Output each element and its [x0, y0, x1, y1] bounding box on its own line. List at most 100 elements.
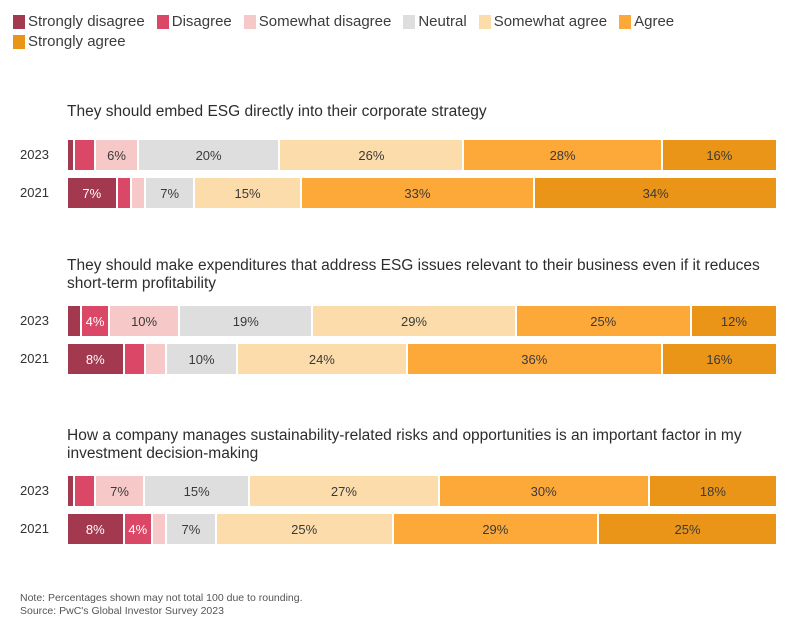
- data-label: 4%: [85, 313, 105, 329]
- data-label: 6%: [107, 147, 126, 163]
- legend-swatch: [478, 15, 491, 29]
- data-label: 7%: [82, 185, 102, 201]
- legend-label: Disagree: [171, 13, 232, 30]
- legend: Strongly disagree Disagree Somewhat disagr…: [13, 13, 793, 51]
- data-label: 33%: [404, 185, 431, 201]
- bar-segment-neutral: 7%: [145, 178, 196, 208]
- bar-segment-disagree: 4%: [124, 514, 153, 544]
- legend-label: Neutral: [418, 13, 467, 30]
- source-note: Source: PwC's Global Investor Survey 202…: [20, 605, 224, 617]
- data-label: 19%: [232, 313, 259, 329]
- data-label: 20%: [195, 147, 222, 163]
- stacked-bar-2023: 4% 10% 19% 29% 25% 12%: [68, 306, 776, 336]
- data-label: 29%: [400, 313, 427, 329]
- data-label: 26%: [358, 147, 385, 163]
- legend-swatch: [619, 15, 632, 29]
- legend-label: Somewhat agree: [493, 13, 608, 30]
- stacked-bar-2021: 7% 7% 15% 33% 34%: [68, 178, 776, 208]
- footnote: Note: Percentages shown may not total 10…: [20, 592, 303, 604]
- data-label: 16%: [706, 351, 733, 367]
- data-label: 16%: [706, 147, 733, 163]
- legend-swatch: [13, 35, 25, 49]
- legend-item-disagree: Disagree: [156, 13, 232, 31]
- bar-segment-strongly-agree: 18%: [649, 476, 776, 506]
- bar-segment-somewhat-disagree: [152, 514, 168, 544]
- legend-label: Strongly agree: [28, 33, 126, 50]
- data-label: 15%: [183, 483, 210, 499]
- data-label: 28%: [549, 147, 576, 163]
- bar-segment-somewhat-agree: 24%: [237, 344, 408, 374]
- legend-swatch: [243, 15, 256, 29]
- stacked-bar-2021: 8% 10% 24% 36% 16%: [68, 344, 776, 374]
- footer: Note: Percentages shown may not total 10…: [20, 592, 303, 618]
- data-label: 25%: [291, 521, 318, 537]
- bar-segment-somewhat-disagree: [145, 344, 168, 374]
- legend-swatch: [13, 15, 25, 29]
- legend-swatch: [403, 15, 416, 29]
- bar-segment-somewhat-disagree: 10%: [110, 306, 181, 336]
- data-label: 10%: [131, 313, 158, 329]
- year-label: 2021: [20, 185, 49, 200]
- data-label: 25%: [590, 313, 617, 329]
- bar-segment-strongly-agree: 34%: [535, 178, 776, 208]
- year-label: 2021: [20, 521, 49, 536]
- bar-segment-somewhat-disagree: 7%: [96, 476, 146, 506]
- legend-item-somewhat-agree: Somewhat agree: [478, 13, 608, 31]
- bar-segment-neutral: 10%: [167, 344, 238, 374]
- data-label: 10%: [188, 351, 215, 367]
- bar-segment-somewhat-disagree: [131, 178, 146, 208]
- stacked-bar-2021: 8% 4% 7% 25% 29% 25%: [68, 514, 776, 544]
- bar-segment-strongly-agree: 12%: [691, 306, 776, 336]
- bar-segment-strongly-agree: 25%: [599, 514, 776, 544]
- group-title: They should make expenditures that addre…: [67, 257, 760, 292]
- data-label: 15%: [234, 185, 261, 201]
- data-label: 18%: [699, 483, 726, 499]
- legend-item-agree: Agree: [619, 13, 674, 31]
- legend-item-somewhat-disagree: Somewhat disagree: [243, 13, 392, 31]
- data-label: 12%: [720, 313, 747, 329]
- data-label: 7%: [110, 483, 129, 499]
- data-label: 7%: [181, 521, 201, 537]
- bar-segment-neutral: 20%: [138, 140, 281, 170]
- bar-segment-strongly-disagree: 8%: [68, 344, 125, 374]
- data-label: 24%: [308, 351, 335, 367]
- year-label: 2023: [20, 483, 49, 498]
- bar-segment-strongly-disagree: [68, 476, 75, 506]
- bar-segment-disagree: [75, 140, 97, 170]
- bar-segment-somewhat-agree: 15%: [195, 178, 302, 208]
- bar-segment-agree: 25%: [516, 306, 692, 336]
- bar-segment-disagree: [124, 344, 146, 374]
- legend-label: Somewhat disagree: [258, 13, 392, 30]
- bar-segment-agree: 33%: [301, 178, 536, 208]
- bar-segment-agree: 28%: [464, 140, 663, 170]
- bar-segment-strongly-agree: 16%: [662, 140, 776, 170]
- group-title: How a company manages sustainability-rel…: [67, 427, 742, 462]
- data-label: 30%: [530, 483, 557, 499]
- data-label: 36%: [521, 351, 548, 367]
- bar-segment-somewhat-agree: 29%: [313, 306, 517, 336]
- legend-label: Agree: [634, 13, 675, 30]
- bar-segment-disagree: [117, 178, 132, 208]
- data-label: 27%: [330, 483, 357, 499]
- group-title: They should embed ESG directly into thei…: [67, 103, 487, 120]
- data-label: 29%: [482, 521, 509, 537]
- year-label: 2023: [20, 313, 49, 328]
- bar-segment-somewhat-agree: 27%: [250, 476, 440, 506]
- bar-segment-agree: 30%: [439, 476, 650, 506]
- data-label: 4%: [128, 521, 148, 537]
- bar-segment-somewhat-agree: 25%: [216, 514, 394, 544]
- stacked-bar-2023: 6% 20% 26% 28% 16%: [68, 140, 776, 170]
- legend-item-strongly-disagree: Strongly disagree: [13, 13, 145, 31]
- bar-segment-agree: 36%: [407, 344, 663, 374]
- legend-item-strongly-agree: Strongly agree: [13, 33, 126, 51]
- data-label: 34%: [642, 185, 669, 201]
- legend-swatch: [156, 15, 169, 29]
- stacked-bar-2023: 7% 15% 27% 30% 18%: [68, 476, 776, 506]
- bar-segment-somewhat-agree: 26%: [280, 140, 465, 170]
- bar-segment-disagree: [75, 476, 97, 506]
- data-label: 25%: [674, 521, 701, 537]
- bar-segment-neutral: 15%: [145, 476, 251, 506]
- bar-segment-agree: 29%: [393, 514, 599, 544]
- bar-segment-strongly-disagree: 8%: [68, 514, 125, 544]
- year-label: 2023: [20, 147, 49, 162]
